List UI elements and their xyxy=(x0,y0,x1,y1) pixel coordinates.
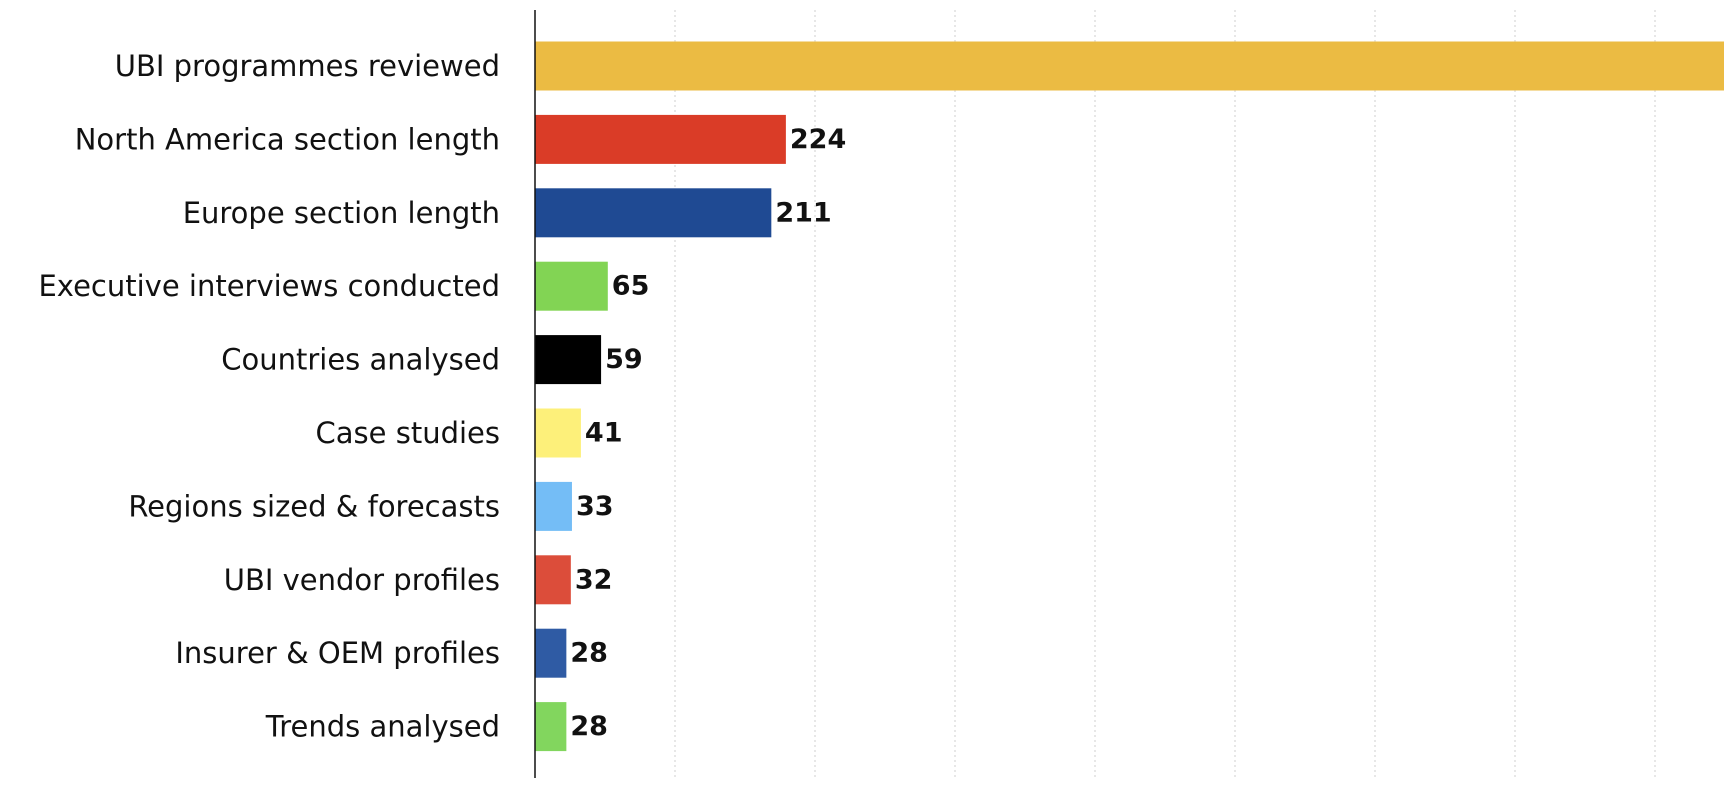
value-label: 224 xyxy=(790,124,846,155)
category-label: Europe section length xyxy=(183,196,500,230)
category-label: Case studies xyxy=(316,416,500,450)
value-label: 211 xyxy=(775,197,831,228)
value-label: 59 xyxy=(605,344,643,375)
category-label: UBI programmes reviewed xyxy=(115,49,500,83)
bar xyxy=(535,628,567,678)
category-label: Executive interviews conducted xyxy=(38,269,500,303)
category-label: UBI vendor profiles xyxy=(224,563,500,597)
value-label: 28 xyxy=(570,638,608,669)
bar xyxy=(535,481,572,531)
bar xyxy=(535,261,608,311)
value-label: 28 xyxy=(570,711,608,742)
bar xyxy=(535,41,1724,91)
bar xyxy=(535,335,602,385)
value-label: 32 xyxy=(575,564,613,595)
category-label: Regions sized & forecasts xyxy=(128,489,500,523)
bar-layer xyxy=(535,41,1724,752)
category-label: North America section length xyxy=(75,122,500,156)
value-label: 65 xyxy=(612,271,650,302)
bar xyxy=(535,702,567,752)
label-layer: UBI programmes reviewed1,152North Americ… xyxy=(38,49,846,744)
bar xyxy=(535,188,772,238)
bar xyxy=(535,555,571,605)
grid-layer xyxy=(674,10,1656,778)
value-label: 41 xyxy=(585,418,623,449)
category-label: Insurer & OEM profiles xyxy=(175,636,500,670)
value-label: 33 xyxy=(576,491,614,522)
category-label: Countries analysed xyxy=(221,343,500,377)
category-label: Trends analysed xyxy=(265,710,500,744)
bar xyxy=(535,114,786,164)
bar xyxy=(535,408,581,458)
